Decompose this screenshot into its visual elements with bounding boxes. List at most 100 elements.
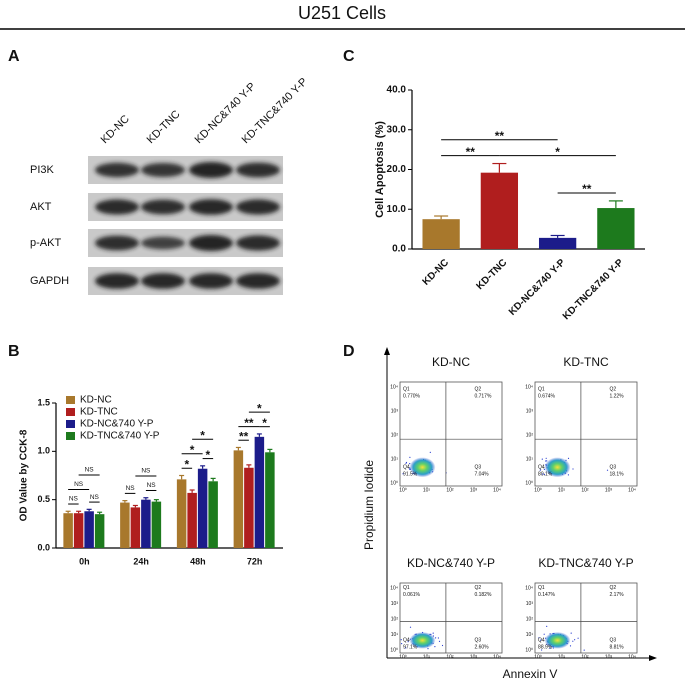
significance-label: ** bbox=[244, 416, 254, 430]
y-tick-label: 0.0 bbox=[392, 244, 406, 255]
legend-swatch bbox=[66, 408, 75, 416]
axis-tick-label: 10³ bbox=[605, 654, 613, 660]
axis-tick-label: 10⁴ bbox=[525, 585, 533, 591]
axis-tick-label: 10⁴ bbox=[525, 384, 533, 390]
bar bbox=[94, 514, 105, 548]
axis-tick-label: 10¹ bbox=[526, 456, 534, 462]
x-tick-label: KD-TNC bbox=[474, 257, 509, 292]
axis-tick-label: 10² bbox=[526, 616, 534, 622]
quadrant-name: Q4 bbox=[403, 465, 410, 471]
quadrant-percent: 91.5% bbox=[403, 472, 418, 478]
axis-tick-label: 10² bbox=[526, 432, 534, 438]
significance-label: NS bbox=[147, 482, 157, 489]
quadrant-name: Q1 bbox=[403, 387, 410, 393]
axis-tick-label: 10³ bbox=[526, 408, 534, 414]
quadrant-name: Q2 bbox=[609, 387, 616, 393]
bar bbox=[538, 237, 577, 249]
quadrant-percent: 0.147% bbox=[538, 592, 556, 598]
y-axis-label: Cell Apoptosis (%) bbox=[374, 121, 386, 218]
significance-label: NS bbox=[85, 467, 95, 474]
event-dot bbox=[567, 457, 570, 459]
panel-label: C bbox=[343, 48, 355, 65]
y-tick-label: 0.5 bbox=[37, 494, 50, 504]
legend-swatch bbox=[66, 396, 75, 404]
event-dot bbox=[543, 473, 546, 475]
blot-band bbox=[95, 199, 139, 215]
blot-band bbox=[236, 162, 280, 178]
blot-band bbox=[189, 162, 233, 178]
blot-band bbox=[95, 273, 139, 289]
axis-tick-label: 10² bbox=[391, 616, 399, 622]
quadrant-percent: 8.81% bbox=[609, 645, 624, 651]
event-dot bbox=[569, 645, 572, 647]
quadrant-percent: 1.22% bbox=[609, 394, 624, 400]
bar bbox=[265, 452, 275, 548]
quadrant-percent: 0.674% bbox=[538, 394, 556, 400]
event-dot bbox=[401, 643, 403, 645]
quadrant-name: Q1 bbox=[403, 585, 410, 591]
event-dot bbox=[432, 632, 434, 634]
significance-label: NS bbox=[126, 485, 136, 492]
y-tick-label: 30.0 bbox=[387, 124, 407, 135]
x-tick-label: 24h bbox=[133, 556, 149, 566]
quadrant-name: Q4 bbox=[538, 638, 545, 644]
figure-title: U251 Cells bbox=[298, 3, 386, 23]
axis-tick-label: 10⁰ bbox=[390, 647, 398, 653]
quadrant-name: Q2 bbox=[609, 585, 616, 591]
event-dot bbox=[572, 640, 574, 642]
axis-tick-label: 10¹ bbox=[391, 456, 399, 462]
plot-title: KD-TNC bbox=[563, 355, 609, 369]
x-tick-label: 0h bbox=[79, 556, 90, 566]
significance-label: NS bbox=[90, 494, 100, 501]
axis-tick-label: 10¹ bbox=[526, 632, 534, 638]
bar bbox=[197, 468, 208, 548]
significance-label: NS bbox=[74, 481, 84, 488]
event-dot bbox=[570, 632, 572, 634]
blot-band bbox=[141, 163, 185, 177]
event-dot bbox=[435, 637, 437, 639]
axis-tick-label: 10³ bbox=[391, 408, 399, 414]
significance-label: NS bbox=[69, 496, 79, 503]
quadrant-name: Q1 bbox=[538, 387, 545, 393]
blot-band bbox=[95, 235, 139, 251]
bar bbox=[120, 502, 130, 548]
x-tick-label: 72h bbox=[247, 556, 263, 566]
event-dot bbox=[405, 647, 407, 649]
panel-label: A bbox=[8, 48, 20, 65]
quadrant-name: Q2 bbox=[474, 387, 481, 393]
bar bbox=[130, 507, 141, 548]
axis-tick-label: 10⁴ bbox=[628, 654, 636, 660]
blot-band bbox=[189, 235, 233, 251]
blot-band bbox=[141, 199, 185, 215]
event-dot bbox=[400, 639, 402, 641]
blot-band bbox=[236, 235, 280, 251]
event-dot bbox=[546, 625, 548, 628]
x-tick-label: KD-NC bbox=[421, 257, 452, 288]
significance-label: * bbox=[200, 428, 205, 442]
event-dot bbox=[540, 639, 542, 641]
quadrant-percent: 0.717% bbox=[474, 394, 492, 400]
event-dot bbox=[541, 458, 543, 460]
event-dot bbox=[546, 460, 548, 462]
quadrant-percent: 88.9% bbox=[538, 645, 553, 651]
quadrant-percent: 7.04% bbox=[474, 472, 489, 478]
axis-tick-label: 10¹ bbox=[423, 654, 431, 660]
legend-label: KD-NC&740 Y-P bbox=[80, 419, 154, 430]
event-dot bbox=[567, 474, 570, 476]
quadrant-name: Q3 bbox=[609, 465, 616, 471]
significance-label: ** bbox=[239, 429, 249, 443]
axis-tick-label: 10² bbox=[446, 654, 454, 660]
axis-tick-label: 10² bbox=[581, 487, 589, 493]
event-dot bbox=[437, 637, 439, 639]
bar bbox=[176, 479, 187, 548]
quadrant-percent: 0.770% bbox=[403, 394, 421, 400]
event-dot bbox=[402, 473, 404, 475]
plot-title: KD-NC&740 Y-P bbox=[407, 556, 495, 570]
event-dot bbox=[441, 644, 444, 647]
protein-label: p-AKT bbox=[30, 237, 61, 249]
axis-tick-label: 10² bbox=[581, 654, 589, 660]
event-dot bbox=[541, 649, 543, 651]
protein-label: PI3K bbox=[30, 164, 55, 176]
